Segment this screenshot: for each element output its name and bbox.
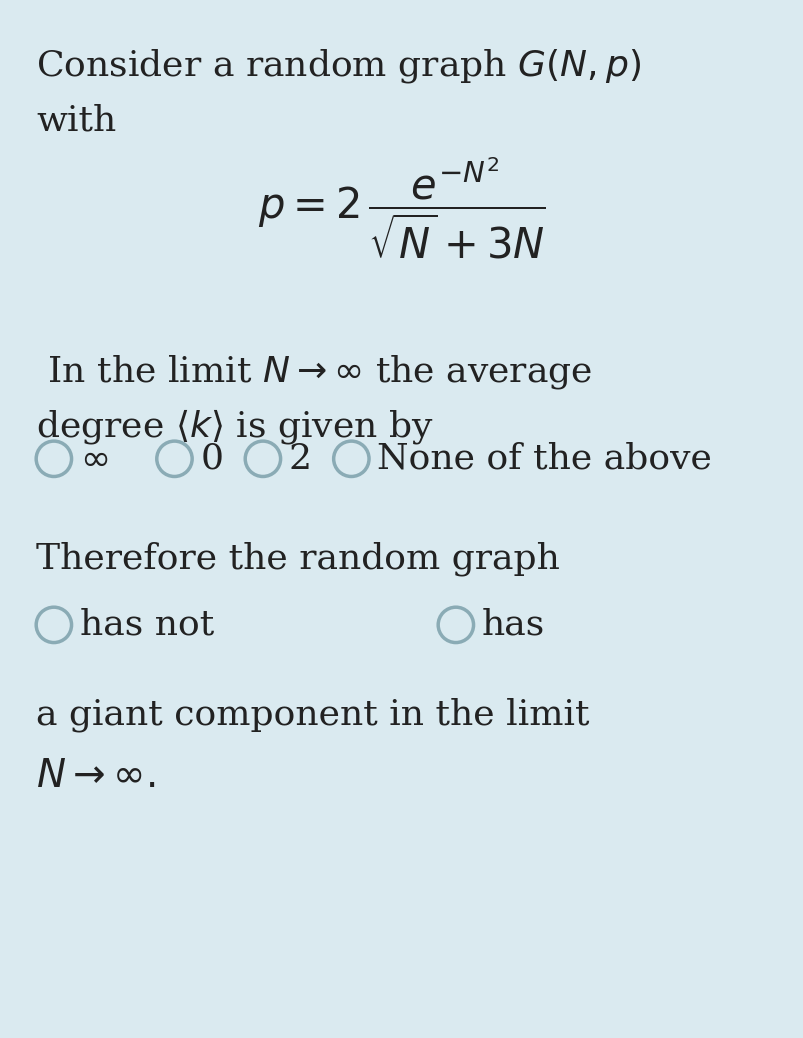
Text: $N \rightarrow \infty.$: $N \rightarrow \infty.$ <box>36 758 155 795</box>
Text: Consider a random graph $G(N, p)$: Consider a random graph $G(N, p)$ <box>36 47 640 85</box>
Text: In the limit $N \rightarrow \infty$ the average: In the limit $N \rightarrow \infty$ the … <box>36 353 592 391</box>
Text: Therefore the random graph: Therefore the random graph <box>36 542 560 576</box>
Text: has: has <box>481 608 544 641</box>
Text: $\infty$: $\infty$ <box>79 442 108 475</box>
Text: a giant component in the limit: a giant component in the limit <box>36 698 589 732</box>
Text: $p = 2\,\dfrac{e^{-N^2}}{\sqrt{N} + 3N}$: $p = 2\,\dfrac{e^{-N^2}}{\sqrt{N} + 3N}$ <box>258 155 545 261</box>
Text: None of the above: None of the above <box>377 442 711 475</box>
Text: 0: 0 <box>200 442 223 475</box>
Text: with: with <box>36 104 116 138</box>
Text: has not: has not <box>79 608 214 641</box>
Text: 2: 2 <box>288 442 312 475</box>
Text: degree $\langle k \rangle$ is given by: degree $\langle k \rangle$ is given by <box>36 407 434 446</box>
